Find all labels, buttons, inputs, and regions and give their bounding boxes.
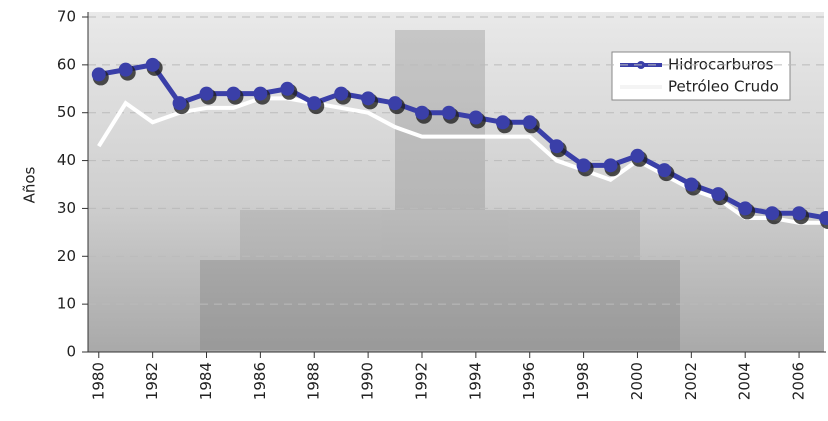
marker — [91, 67, 106, 82]
marker — [819, 211, 828, 225]
y-tick-label: 30 — [57, 199, 76, 217]
marker — [441, 105, 456, 120]
y-axis-label: Años — [21, 166, 39, 203]
x-tick-label: 2002 — [682, 362, 700, 400]
x-tick-label: 1980 — [89, 362, 107, 400]
marker — [657, 163, 672, 178]
x-tick-label: 1986 — [251, 362, 269, 400]
marker — [792, 206, 807, 221]
marker — [388, 96, 403, 111]
marker — [361, 91, 376, 106]
x-tick-label: 1990 — [359, 362, 377, 400]
marker — [549, 139, 564, 154]
marker — [468, 110, 483, 125]
marker — [414, 105, 429, 120]
marker — [522, 115, 537, 130]
marker — [145, 57, 160, 72]
marker — [118, 62, 133, 77]
marker — [226, 86, 241, 101]
marker — [199, 86, 214, 101]
y-tick-label: 60 — [57, 55, 76, 73]
marker — [280, 81, 295, 96]
marker — [172, 96, 187, 111]
y-tick-label: 20 — [57, 247, 76, 265]
marker — [765, 206, 780, 221]
marker — [603, 158, 618, 173]
series-line — [98, 62, 827, 221]
x-tick-label: 1984 — [197, 362, 215, 400]
x-tick-label: 2004 — [736, 362, 754, 400]
marker — [495, 115, 510, 130]
x-tick-label: 1992 — [412, 362, 430, 400]
marker — [334, 86, 349, 101]
marker — [738, 201, 753, 216]
y-tick-label: 10 — [57, 295, 76, 313]
background-photo — [200, 30, 680, 350]
marker — [630, 148, 645, 163]
marker — [253, 86, 268, 101]
marker — [307, 96, 322, 111]
y-tick-label: 0 — [66, 343, 76, 361]
x-tick-label: 2000 — [628, 362, 646, 400]
y-tick-label: 50 — [57, 103, 76, 121]
marker — [711, 187, 726, 202]
x-tick-label: 1996 — [520, 362, 538, 400]
legend-label: Petróleo Crudo — [668, 78, 779, 96]
marker — [576, 158, 591, 173]
x-tick-label: 1982 — [143, 362, 161, 400]
legend-box — [611, 51, 791, 101]
y-tick-label: 70 — [57, 8, 76, 26]
marker — [684, 177, 699, 192]
x-tick-label: 2006 — [790, 362, 808, 400]
x-tick-label: 1988 — [305, 362, 323, 400]
series-line — [97, 96, 826, 225]
x-tick-label: 1994 — [466, 362, 484, 400]
y-tick-label: 40 — [57, 151, 76, 169]
x-tick-label: 1998 — [574, 362, 592, 400]
